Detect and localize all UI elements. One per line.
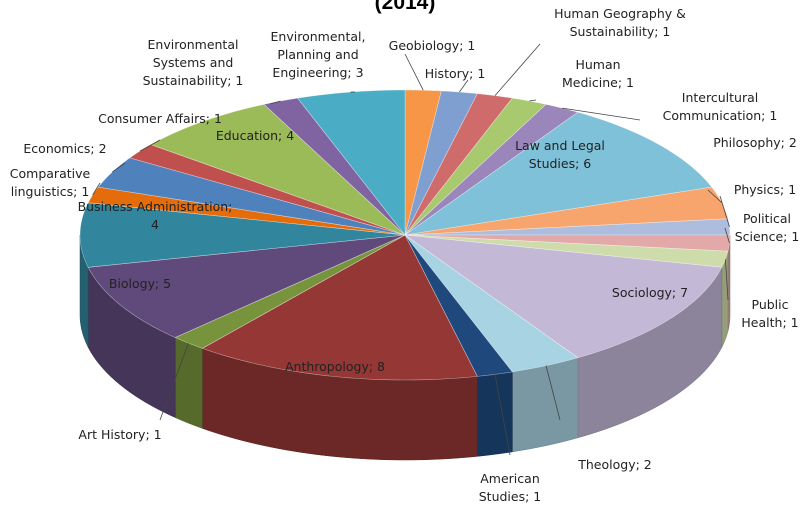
slice <box>404 90 478 236</box>
chart-title: (2014) <box>374 0 436 14</box>
slice-side <box>512 357 579 453</box>
slice-label: Anthropology; 8 <box>285 359 385 374</box>
leader-line <box>459 79 469 93</box>
slice <box>404 234 513 377</box>
leader-line <box>529 99 537 102</box>
slice-label: History; 1 <box>424 66 486 81</box>
leader-line <box>724 227 730 244</box>
slice-label: Political Science; 1 <box>734 211 800 244</box>
slice-label: Physics; 1 <box>733 182 797 197</box>
slice-label: Philosophy; 2 <box>713 135 797 150</box>
slice <box>404 111 713 236</box>
leader-line <box>111 162 126 173</box>
slice <box>174 234 406 349</box>
leader-line <box>545 365 561 421</box>
leader-line <box>707 189 723 204</box>
slice <box>404 234 579 373</box>
leader-line <box>494 43 541 96</box>
slice <box>201 234 478 381</box>
slice <box>404 104 579 236</box>
slice-label: Consumer Affairs; 1 <box>98 111 222 126</box>
leader-line <box>725 259 729 301</box>
slice-label: Biology; 5 <box>108 276 172 291</box>
slice-label: American Studies; 1 <box>478 471 542 504</box>
slice <box>404 97 547 236</box>
leader-line <box>269 100 281 105</box>
slice-label: Environmental, Planning and Engineering;… <box>270 29 366 80</box>
slice-label: Business Administration; 4 <box>77 199 233 232</box>
slice-label: Human Medicine; 1 <box>562 57 634 90</box>
slice <box>404 93 513 236</box>
slice <box>403 234 723 359</box>
leader-line <box>139 139 161 152</box>
slice-label: Public Health; 1 <box>741 297 799 330</box>
slice-side <box>174 337 203 429</box>
slice <box>79 202 406 268</box>
slice-label: Law and Legal Studies; 6 <box>515 138 605 171</box>
slice-label: Education; 4 <box>215 128 295 143</box>
leader-line <box>159 342 189 421</box>
slice-label: Theology; 2 <box>578 457 652 472</box>
slice-side <box>477 371 513 457</box>
leader-line <box>562 107 641 121</box>
slice <box>87 234 406 338</box>
slice-label: Intercultural Communication; 1 <box>662 90 778 123</box>
leader-line <box>494 374 511 456</box>
slice-label: Environmental Systems and Sustainability… <box>142 37 244 88</box>
leader-line <box>719 195 730 227</box>
slice <box>297 89 406 236</box>
slice-label: Human Geography & Sustainability; 1 <box>554 6 686 39</box>
slice-label: Economics; 2 <box>23 141 107 156</box>
slice-label: Geobiology; 1 <box>388 38 476 53</box>
slice-label: Sociology; 7 <box>611 285 689 300</box>
slice <box>150 104 406 236</box>
leader-line <box>92 182 101 196</box>
slice <box>263 97 406 236</box>
leader-line <box>404 53 424 91</box>
slice-label: Art History; 1 <box>78 427 162 442</box>
slice-label: Comparative linguistics; 1 <box>9 166 91 199</box>
